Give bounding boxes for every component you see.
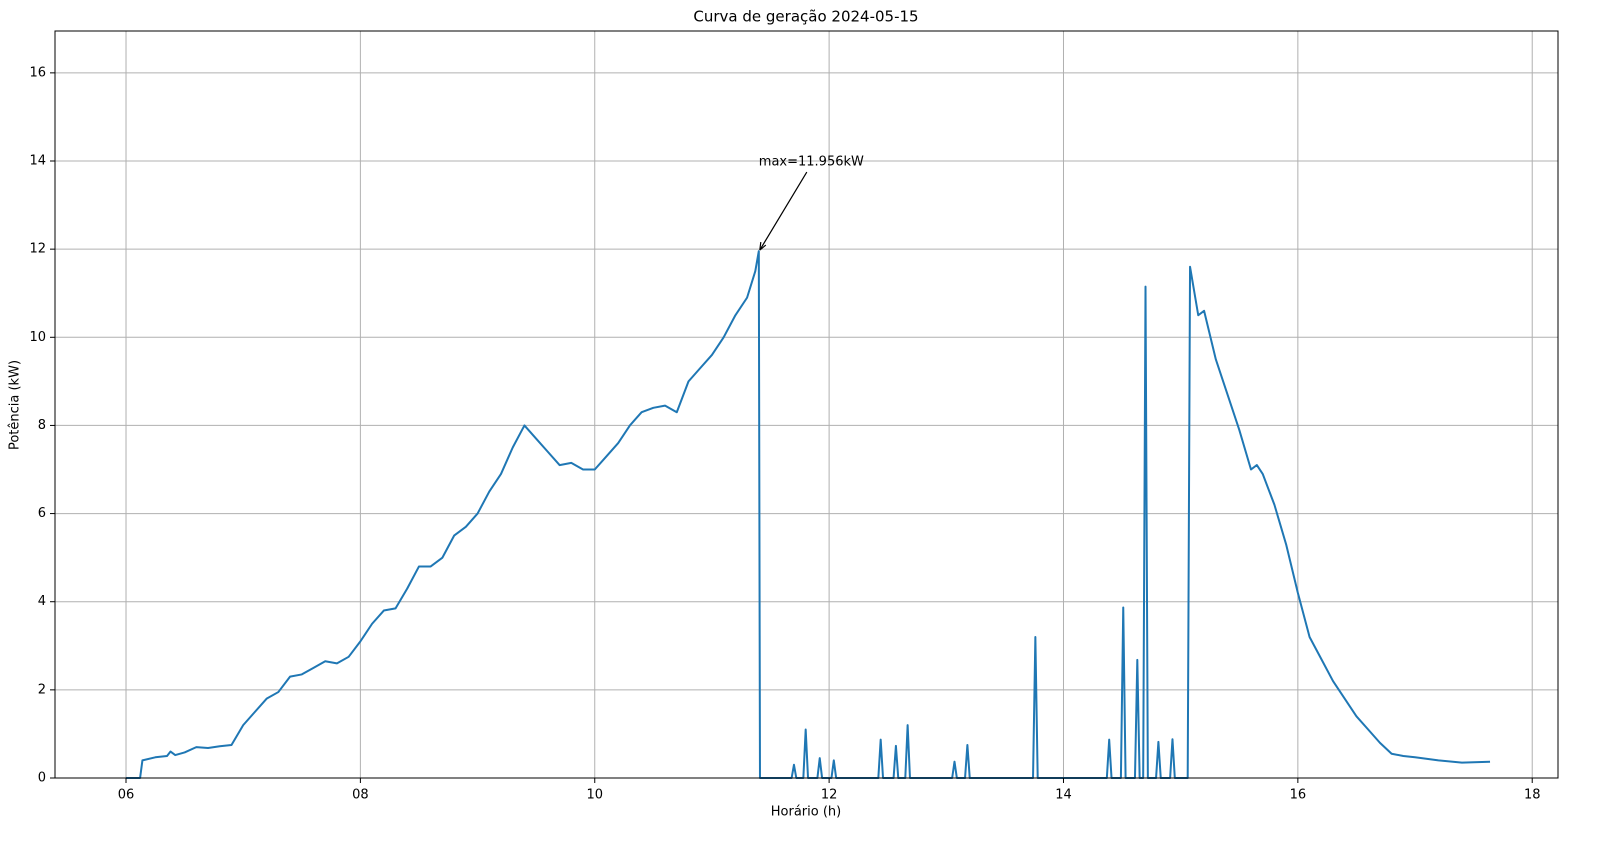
y-tick-label: 14 [29, 154, 46, 169]
annotation-arrowhead [759, 242, 767, 251]
y-tick-label: 16 [29, 65, 46, 80]
x-tick-label: 14 [1055, 788, 1072, 803]
y-tick-label: 4 [38, 594, 46, 609]
y-tick-label: 6 [38, 506, 46, 521]
annotation-arrow [759, 171, 808, 251]
x-axis-label: Horário (h) [771, 805, 841, 820]
y-axis-label: Potência (kW) [8, 360, 23, 450]
chart-title: Curva de geração 2024-05-15 [693, 8, 918, 26]
plot [126, 250, 1491, 779]
x-tick-label: 12 [821, 788, 838, 803]
series-line [126, 250, 1491, 779]
y-tick-label: 12 [29, 242, 46, 257]
y-tick-label: 10 [29, 330, 46, 345]
x-tick-label: 16 [1290, 788, 1307, 803]
y-tick-label: 8 [38, 418, 46, 433]
annotation: max=11.956kW [759, 155, 864, 170]
grid [55, 31, 1558, 779]
x-tick-label: 06 [118, 788, 135, 803]
x-tick-label: 10 [586, 788, 603, 803]
x-tick-label: 08 [352, 788, 369, 803]
y-tick-label: 0 [38, 771, 46, 786]
x-tick-label: 18 [1524, 788, 1541, 803]
plot-frame [54, 30, 1559, 779]
y-tick-label: 2 [38, 682, 46, 697]
